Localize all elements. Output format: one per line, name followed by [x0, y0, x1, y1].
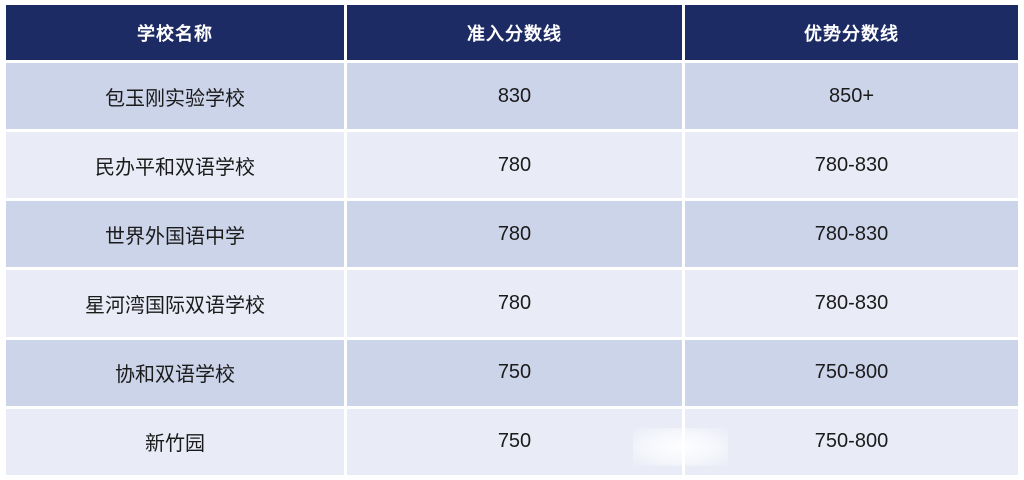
column-header-school-name: 学校名称: [6, 5, 345, 60]
table-row: 协和双语学校 750 750-800: [6, 339, 1018, 406]
advantage-score-cell: 750-800: [685, 408, 1018, 475]
advantage-score-cell: 780-830: [685, 270, 1018, 337]
school-score-table: 学校名称 准入分数线 优势分数线 包玉刚实验学校 830 850+ 民办平和双语…: [3, 2, 1021, 478]
table-header-row: 学校名称 准入分数线 优势分数线: [6, 5, 1018, 60]
column-header-advantage-score: 优势分数线: [685, 5, 1018, 60]
admission-score-cell: 750: [347, 408, 682, 475]
school-name-cell: 民办平和双语学校: [6, 132, 345, 199]
table-row: 星河湾国际双语学校 780 780-830: [6, 270, 1018, 337]
admission-score-cell: 780: [347, 132, 682, 199]
column-header-admission-score: 准入分数线: [347, 5, 682, 60]
admission-score-cell: 830: [347, 63, 682, 130]
admission-score-cell: 780: [347, 201, 682, 268]
score-table-container: 学校名称 准入分数线 优势分数线 包玉刚实验学校 830 850+ 民办平和双语…: [3, 2, 1021, 478]
advantage-score-cell: 850+: [685, 63, 1018, 130]
admission-score-cell: 750: [347, 339, 682, 406]
school-name-cell: 世界外国语中学: [6, 201, 345, 268]
advantage-score-cell: 780-830: [685, 201, 1018, 268]
advantage-score-cell: 780-830: [685, 132, 1018, 199]
school-name-cell: 包玉刚实验学校: [6, 63, 345, 130]
table-row: 民办平和双语学校 780 780-830: [6, 132, 1018, 199]
advantage-score-cell: 750-800: [685, 339, 1018, 406]
admission-score-cell: 780: [347, 270, 682, 337]
table-row: 世界外国语中学 780 780-830: [6, 201, 1018, 268]
school-name-cell: 星河湾国际双语学校: [6, 270, 345, 337]
table-row: 包玉刚实验学校 830 850+: [6, 63, 1018, 130]
school-name-cell: 协和双语学校: [6, 339, 345, 406]
table-row: 新竹园 750 750-800: [6, 408, 1018, 475]
school-name-cell: 新竹园: [6, 408, 345, 475]
